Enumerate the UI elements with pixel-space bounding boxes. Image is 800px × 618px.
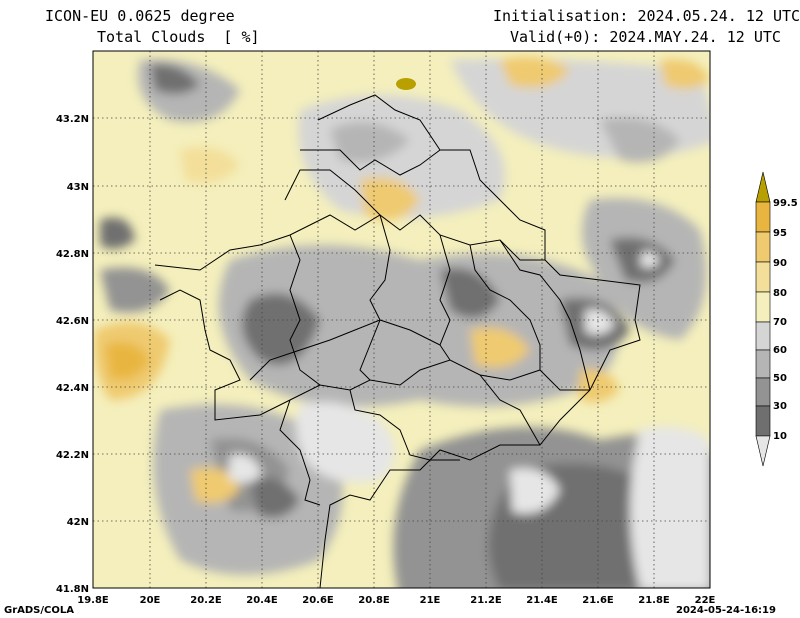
lat-label: 42.2N xyxy=(56,450,89,461)
colorbar-label: 30 xyxy=(773,401,787,412)
colorbar-swatch xyxy=(755,231,771,263)
colorbar: 99.5 95 90 80 70 60 50 30 10 xyxy=(755,171,798,467)
colorbar-swatch xyxy=(755,377,771,407)
lat-label: 42.4N xyxy=(56,383,89,394)
colorbar-label: 80 xyxy=(773,288,787,299)
colorbar-swatch xyxy=(755,261,771,293)
colorbar-swatch xyxy=(755,349,771,379)
admin-borders xyxy=(154,94,641,588)
lon-label: 21E xyxy=(420,595,441,606)
lon-labels: 19.8E 20E 20.2E 20.4E 20.6E 20.8E 21E 21… xyxy=(77,595,715,606)
lon-label: 19.8E xyxy=(77,595,109,606)
lon-label: 21.8E xyxy=(638,595,670,606)
lon-label: 20.2E xyxy=(190,595,222,606)
colorbar-swatch xyxy=(755,291,771,323)
colorbar-label: 99.5 xyxy=(773,198,798,209)
footer-right: 2024-05-24-16:19 xyxy=(676,605,776,616)
colorbar-swatch xyxy=(755,405,771,437)
colorbar-label: 50 xyxy=(773,373,787,384)
colorbar-bottom-triangle xyxy=(755,435,771,467)
colorbar-label: 70 xyxy=(773,317,787,328)
variable-title: Total Clouds [ %] xyxy=(97,28,260,46)
colorbar-label: 90 xyxy=(773,258,787,269)
lon-label: 20.4E xyxy=(246,595,278,606)
init-time: Initialisation: 2024.05.24. 12 UTC xyxy=(493,7,800,25)
lon-label: 22E xyxy=(695,595,716,606)
lat-label: 43N xyxy=(67,182,89,193)
lon-label: 21.2E xyxy=(470,595,502,606)
graticule xyxy=(93,51,710,588)
map-frame xyxy=(92,50,711,589)
lat-label: 42.6N xyxy=(56,316,89,327)
lon-label: 20.6E xyxy=(302,595,334,606)
lat-labels: 41.8N 42N 42.2N 42.4N 42.6N 42.8N 43N 43… xyxy=(56,114,89,595)
colorbar-label: 10 xyxy=(773,431,787,442)
lon-label: 21.6E xyxy=(582,595,614,606)
colorbar-label: 60 xyxy=(773,345,787,356)
valid-time: Valid(+0): 2024.MAY.24. 12 UTC xyxy=(510,28,781,46)
lon-label: 20.8E xyxy=(358,595,390,606)
lon-label: 21.4E xyxy=(526,595,558,606)
colorbar-top-triangle xyxy=(755,171,771,203)
cloud-field xyxy=(93,51,710,588)
colorbar-swatch xyxy=(755,321,771,351)
colorbar-swatch xyxy=(755,201,771,233)
lat-label: 42.8N xyxy=(56,249,89,260)
colorbar-label: 95 xyxy=(773,228,787,239)
model-title: ICON-EU 0.0625 degree xyxy=(45,7,235,25)
lat-label: 42N xyxy=(67,517,89,528)
lat-label: 41.8N xyxy=(56,584,89,595)
footer-left: GrADS/COLA xyxy=(4,605,74,616)
lat-label: 43.2N xyxy=(56,114,89,125)
lon-label: 20E xyxy=(140,595,161,606)
